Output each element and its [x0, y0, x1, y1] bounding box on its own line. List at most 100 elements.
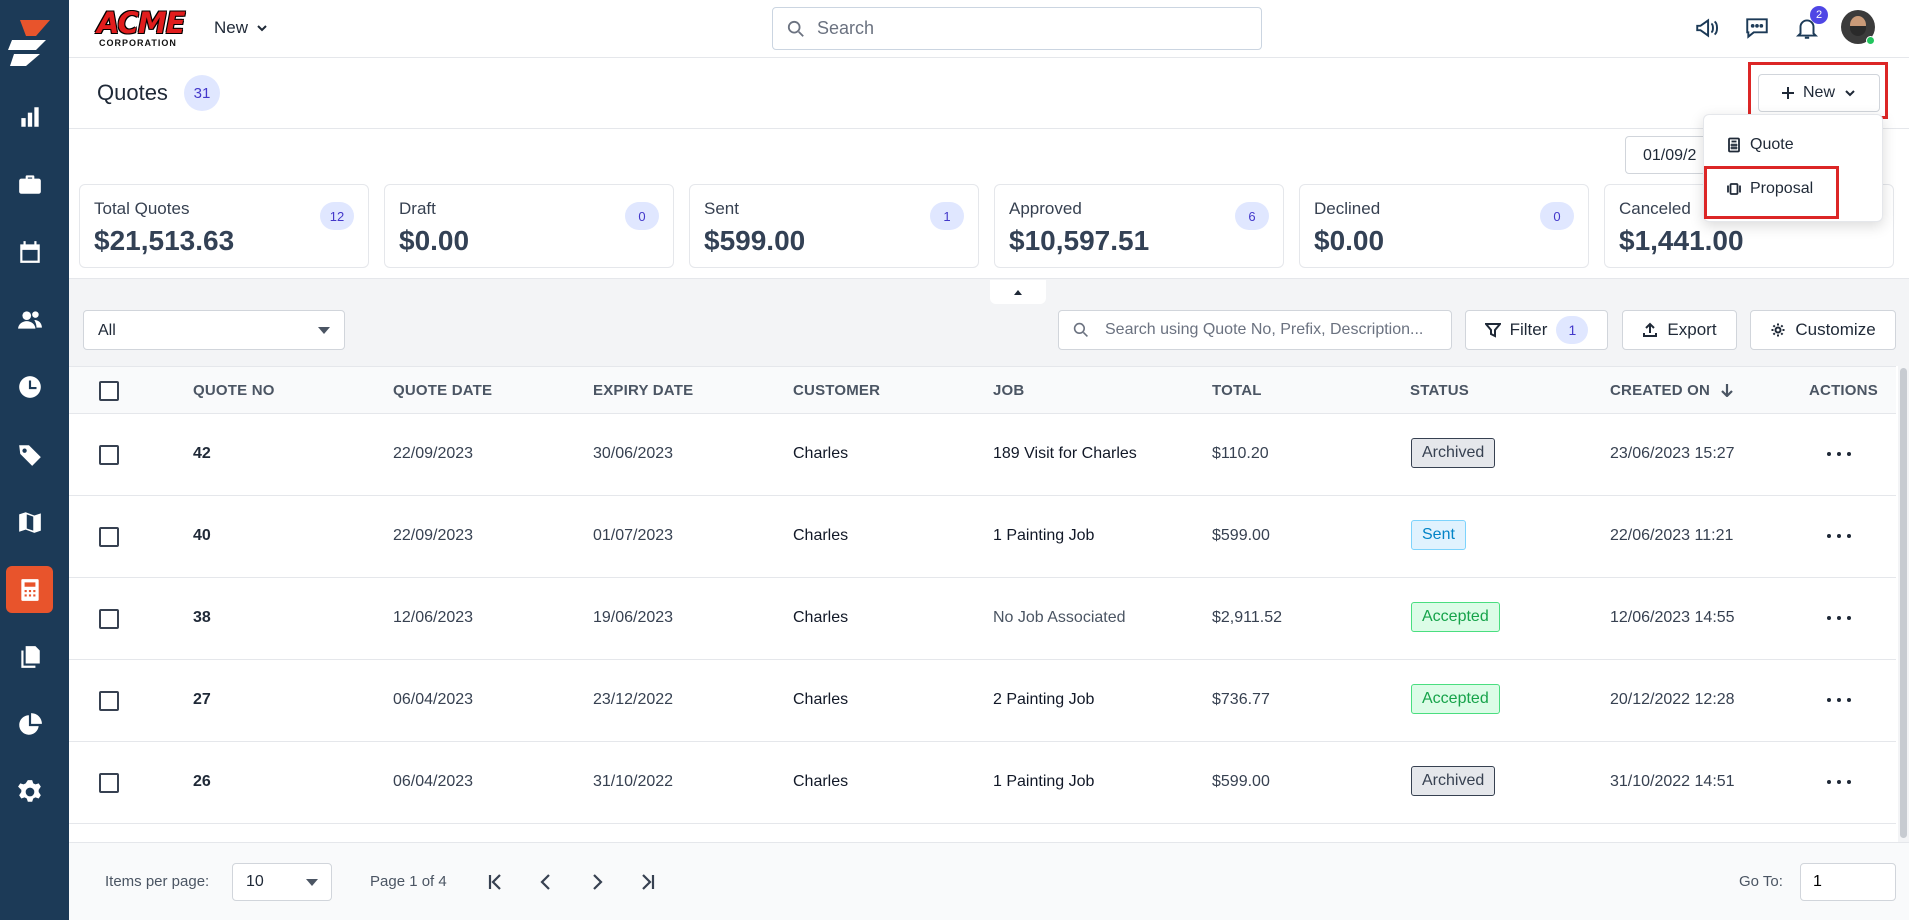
scrollbar-thumb[interactable]: [1900, 368, 1907, 838]
filter-button[interactable]: Filter 1: [1465, 310, 1608, 350]
collapse-cards-button[interactable]: [990, 280, 1046, 304]
announcements-button[interactable]: [1693, 14, 1721, 42]
notifications-button[interactable]: [1793, 14, 1821, 42]
row-checkbox[interactable]: [99, 609, 119, 629]
page-title: Quotes: [97, 80, 168, 105]
briefcase-icon: [18, 174, 41, 194]
header-status[interactable]: STATUS: [1410, 382, 1469, 399]
cell-customer[interactable]: Charles: [793, 609, 849, 626]
export-button[interactable]: Export: [1622, 310, 1737, 350]
global-search[interactable]: [772, 7, 1262, 50]
header-job[interactable]: JOB: [993, 382, 1025, 399]
customize-button[interactable]: Customize: [1750, 310, 1896, 350]
goto-page-input[interactable]: [1800, 863, 1896, 901]
export-label: Export: [1667, 320, 1717, 339]
header-quote-date[interactable]: QUOTE DATE: [393, 382, 493, 399]
cell-customer[interactable]: Charles: [793, 527, 849, 544]
cell-customer[interactable]: Charles: [793, 773, 849, 790]
cell-job[interactable]: 189 Visit for Charles: [993, 445, 1137, 462]
row-actions-icon[interactable]: [1827, 526, 1851, 546]
first-page-icon: [488, 874, 501, 890]
first-page-button[interactable]: [483, 869, 509, 895]
sidebar-item-pricebook[interactable]: [6, 431, 53, 478]
select-all-checkbox[interactable]: [99, 381, 119, 401]
card-draft[interactable]: Draft $0.00 0: [384, 184, 674, 268]
cell-expiry-date: 19/06/2023: [593, 609, 674, 626]
cell-quote-no[interactable]: 38: [193, 609, 211, 626]
row-checkbox[interactable]: [99, 445, 119, 465]
menu-item-proposal[interactable]: Proposal: [1704, 169, 1884, 209]
new-quote-button[interactable]: New: [1758, 74, 1880, 112]
sidebar-item-invoices[interactable]: [6, 633, 53, 680]
card-approved[interactable]: Approved $10,597.51 6: [994, 184, 1284, 268]
cell-customer[interactable]: Charles: [793, 445, 849, 462]
row-checkbox[interactable]: [99, 773, 119, 793]
sidebar-item-timesheets[interactable]: [6, 363, 53, 410]
avatar[interactable]: [1841, 10, 1875, 44]
header-total[interactable]: TOTAL: [1212, 382, 1262, 399]
menu-item-quote[interactable]: Quote: [1704, 125, 1884, 165]
table-search[interactable]: [1058, 310, 1452, 350]
cell-job[interactable]: 1 Painting Job: [993, 527, 1095, 544]
brand-name: ACME: [97, 6, 186, 40]
cell-quote-no[interactable]: 42: [193, 445, 211, 462]
table-row[interactable]: 42 22/09/2023 30/06/2023 Charles 189 Vis…: [69, 414, 1896, 496]
sidebar-item-quotes[interactable]: [6, 566, 53, 613]
row-actions-icon[interactable]: [1827, 772, 1851, 792]
sidebar-item-calendar[interactable]: [6, 228, 53, 275]
row-checkbox[interactable]: [99, 691, 119, 711]
cell-quote-no[interactable]: 26: [193, 773, 211, 790]
caret-down-icon: [318, 327, 330, 334]
quote-filter-select[interactable]: All: [83, 310, 345, 350]
table-row[interactable]: 40 22/09/2023 01/07/2023 Charles 1 Paint…: [69, 496, 1896, 578]
table-row[interactable]: 26 06/04/2023 31/10/2022 Charles 1 Paint…: [69, 742, 1896, 824]
sidebar-item-analytics[interactable]: [6, 701, 53, 748]
row-actions-icon[interactable]: [1827, 608, 1851, 628]
table-search-input[interactable]: [1105, 321, 1450, 339]
brand-logo[interactable]: ACME CORPORATION: [97, 8, 187, 50]
table-scrollbar[interactable]: [1898, 366, 1909, 842]
card-label: Canceled: [1619, 199, 1691, 218]
row-checkbox[interactable]: [99, 527, 119, 547]
prev-page-button[interactable]: [533, 869, 559, 895]
cell-customer[interactable]: Charles: [793, 691, 849, 708]
global-search-input[interactable]: [817, 18, 1217, 39]
app-logo-icon[interactable]: [6, 18, 58, 66]
card-total-quotes[interactable]: Total Quotes $21,513.63 12: [79, 184, 369, 268]
cell-created-on: 23/06/2023 15:27: [1610, 445, 1735, 462]
cell-quote-date: 22/09/2023: [393, 527, 474, 544]
card-label: Approved: [1009, 199, 1082, 218]
top-new-menu[interactable]: New: [214, 18, 268, 38]
card-sent[interactable]: Sent $599.00 1: [689, 184, 979, 268]
header-created-on[interactable]: CREATED ON: [1610, 382, 1734, 401]
online-status-dot: [1866, 36, 1875, 45]
row-actions-icon[interactable]: [1827, 690, 1851, 710]
cell-job[interactable]: 2 Painting Job: [993, 691, 1095, 708]
table-row[interactable]: 38 12/06/2023 19/06/2023 Charles No Job …: [69, 578, 1896, 660]
last-page-button[interactable]: [634, 869, 660, 895]
sidebar-item-map[interactable]: [6, 498, 53, 545]
sidebar-item-settings[interactable]: [6, 768, 53, 815]
highlight-proposal-item: [1704, 166, 1839, 219]
cell-expiry-date: 30/06/2023: [593, 445, 674, 462]
sidebar-item-reports[interactable]: [6, 93, 53, 140]
next-page-button[interactable]: [584, 869, 610, 895]
search-icon: [1073, 322, 1088, 337]
items-per-page-select[interactable]: 10: [232, 863, 332, 901]
chat-button[interactable]: [1743, 14, 1771, 42]
sidebar-item-jobs[interactable]: [6, 160, 53, 207]
table-row[interactable]: 27 06/04/2023 23/12/2022 Charles 2 Paint…: [69, 660, 1896, 742]
card-count-badge: 12: [320, 202, 354, 230]
summary-cards: Total Quotes $21,513.63 12 Draft $0.00 0…: [69, 176, 1909, 278]
page-info: Page 1 of 4: [370, 873, 447, 890]
header-quote-no[interactable]: QUOTE NO: [193, 382, 275, 399]
cell-quote-no[interactable]: 40: [193, 527, 211, 544]
header-customer[interactable]: CUSTOMER: [793, 382, 881, 399]
cell-job[interactable]: 1 Painting Job: [993, 773, 1095, 790]
upload-icon: [1643, 322, 1658, 337]
cell-quote-no[interactable]: 27: [193, 691, 211, 708]
card-declined[interactable]: Declined $0.00 0: [1299, 184, 1589, 268]
row-actions-icon[interactable]: [1827, 444, 1851, 464]
header-expiry-date[interactable]: EXPIRY DATE: [593, 382, 694, 399]
sidebar-item-customers[interactable]: [6, 296, 53, 343]
